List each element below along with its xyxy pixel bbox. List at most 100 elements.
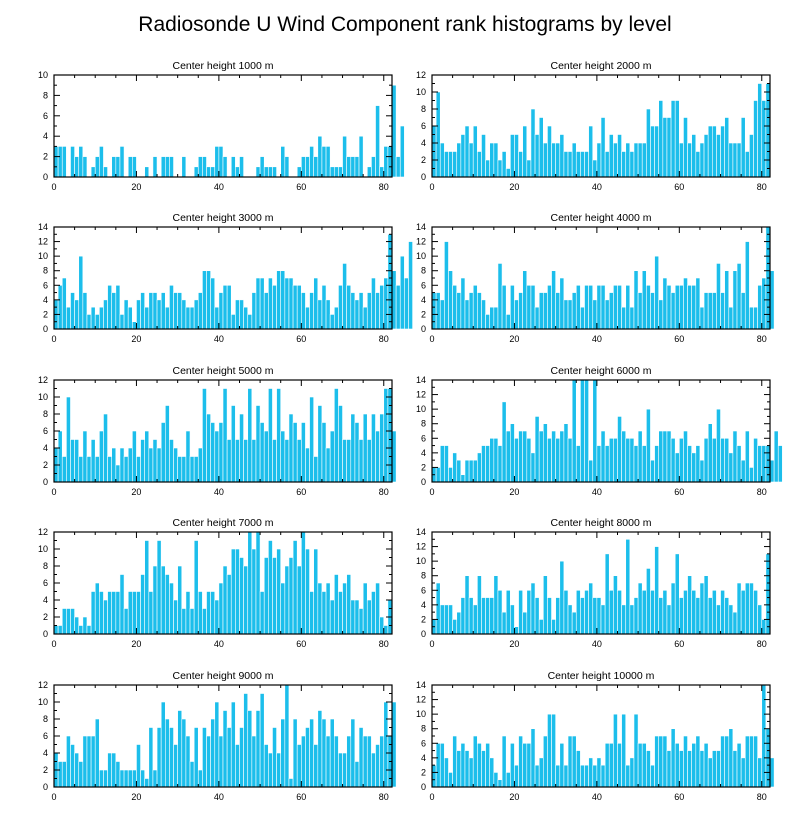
histogram-bar <box>716 134 721 178</box>
histogram-bar <box>164 306 170 330</box>
histogram-bar <box>538 117 544 178</box>
histogram-bar <box>346 735 352 788</box>
histogram-bar <box>57 625 63 635</box>
histogram-bar <box>716 408 721 483</box>
histogram-bar <box>210 422 216 483</box>
histogram-bar <box>497 263 503 330</box>
histogram-bar <box>185 591 191 635</box>
histogram-bar <box>588 459 594 483</box>
histogram-bar <box>472 459 478 483</box>
histogram-bar <box>670 292 676 330</box>
histogram-bar <box>703 134 709 178</box>
histogram-bar <box>732 142 738 178</box>
histogram-bar <box>629 151 635 178</box>
y-tick-label: 0 <box>43 477 48 487</box>
x-tick-label: 20 <box>509 639 519 649</box>
histogram-bar <box>736 742 742 788</box>
histogram-bar <box>431 292 437 330</box>
histogram-bar <box>325 299 331 330</box>
histogram-bar <box>284 439 290 483</box>
histogram-bar <box>551 430 556 483</box>
histogram-bar <box>514 626 519 635</box>
histogram-bar <box>259 422 265 483</box>
histogram-bar <box>235 166 240 178</box>
histogram-bar <box>156 299 162 330</box>
x-tick-label: 0 <box>51 487 56 497</box>
histogram-bar <box>268 388 273 483</box>
histogram-bar <box>259 693 265 788</box>
histogram-bar <box>481 597 486 635</box>
histogram-bar <box>214 430 220 483</box>
histogram-bar <box>103 769 108 788</box>
histogram-bar <box>358 727 364 788</box>
histogram-bar <box>633 713 639 788</box>
histogram-bar <box>753 100 758 178</box>
histogram-bar <box>617 284 622 330</box>
histogram-bar <box>375 292 380 330</box>
histogram-bar <box>464 575 470 635</box>
histogram-bar <box>596 597 602 635</box>
histogram-bar <box>460 277 466 330</box>
histogram-bar <box>333 166 339 178</box>
histogram-bar <box>90 439 96 483</box>
histogram-bar <box>707 125 713 178</box>
histogram-bar <box>70 744 75 788</box>
histogram-bar <box>247 388 253 483</box>
histogram-bar <box>202 388 207 483</box>
histogram-bar <box>325 447 331 483</box>
histogram-bar <box>366 599 372 635</box>
histogram-bar <box>177 456 183 483</box>
histogram-bar <box>753 735 758 788</box>
histogram-bar <box>732 430 738 483</box>
x-tick-label: 0 <box>51 334 56 344</box>
histogram-bar <box>346 284 352 330</box>
histogram-bar <box>608 292 614 330</box>
y-tick-label: 6 <box>421 280 426 290</box>
histogram-bar <box>559 134 565 178</box>
histogram-bar <box>53 625 59 635</box>
histogram-bar <box>338 405 343 483</box>
histogram-bar <box>160 565 166 635</box>
histogram-bar <box>169 439 174 483</box>
histogram-bar <box>152 292 158 330</box>
histogram-bar <box>493 437 499 483</box>
histogram-bar <box>769 757 775 788</box>
histogram-bar <box>66 306 71 330</box>
histogram-bar <box>571 611 577 635</box>
histogram-bar <box>691 452 697 483</box>
histogram-bar <box>350 156 356 178</box>
histogram-bar <box>366 292 372 330</box>
histogram-bar <box>724 437 730 483</box>
histogram-bar <box>728 142 734 178</box>
histogram-bar <box>547 713 552 788</box>
y-tick-label: 2 <box>43 612 48 622</box>
histogram-bar <box>674 284 680 330</box>
histogram-panel: Center height 2000 m 0 20 40 60 80 0 2 4 6 8 10 12 <box>416 60 771 192</box>
histogram-bar <box>510 284 515 330</box>
histogram-bar <box>740 589 746 635</box>
histogram-bar <box>489 306 495 330</box>
y-tick-label: 4 <box>421 138 426 148</box>
histogram-bar <box>497 445 503 483</box>
x-tick-label: 0 <box>429 639 434 649</box>
histogram-bar <box>313 156 319 178</box>
panel-title: Center height 2000 m <box>551 60 652 72</box>
histogram-bar <box>103 599 108 635</box>
histogram-bar <box>313 456 319 483</box>
histogram-bar <box>222 284 228 330</box>
histogram-bar <box>439 604 445 635</box>
histogram-bar <box>235 299 240 330</box>
histogram-bar <box>284 156 290 178</box>
histogram-bar <box>206 591 211 635</box>
histogram-bar <box>571 735 577 788</box>
x-tick-label: 40 <box>214 639 224 649</box>
histogram-bar <box>350 599 356 635</box>
y-tick-label: 10 <box>38 544 48 554</box>
histogram-bar <box>276 548 282 635</box>
histogram-bar <box>226 439 232 483</box>
histogram-bar <box>526 742 532 788</box>
histogram-bar <box>325 582 331 635</box>
histogram-bar <box>206 413 211 483</box>
histogram-bar <box>210 166 216 178</box>
histogram-bar <box>699 306 705 330</box>
